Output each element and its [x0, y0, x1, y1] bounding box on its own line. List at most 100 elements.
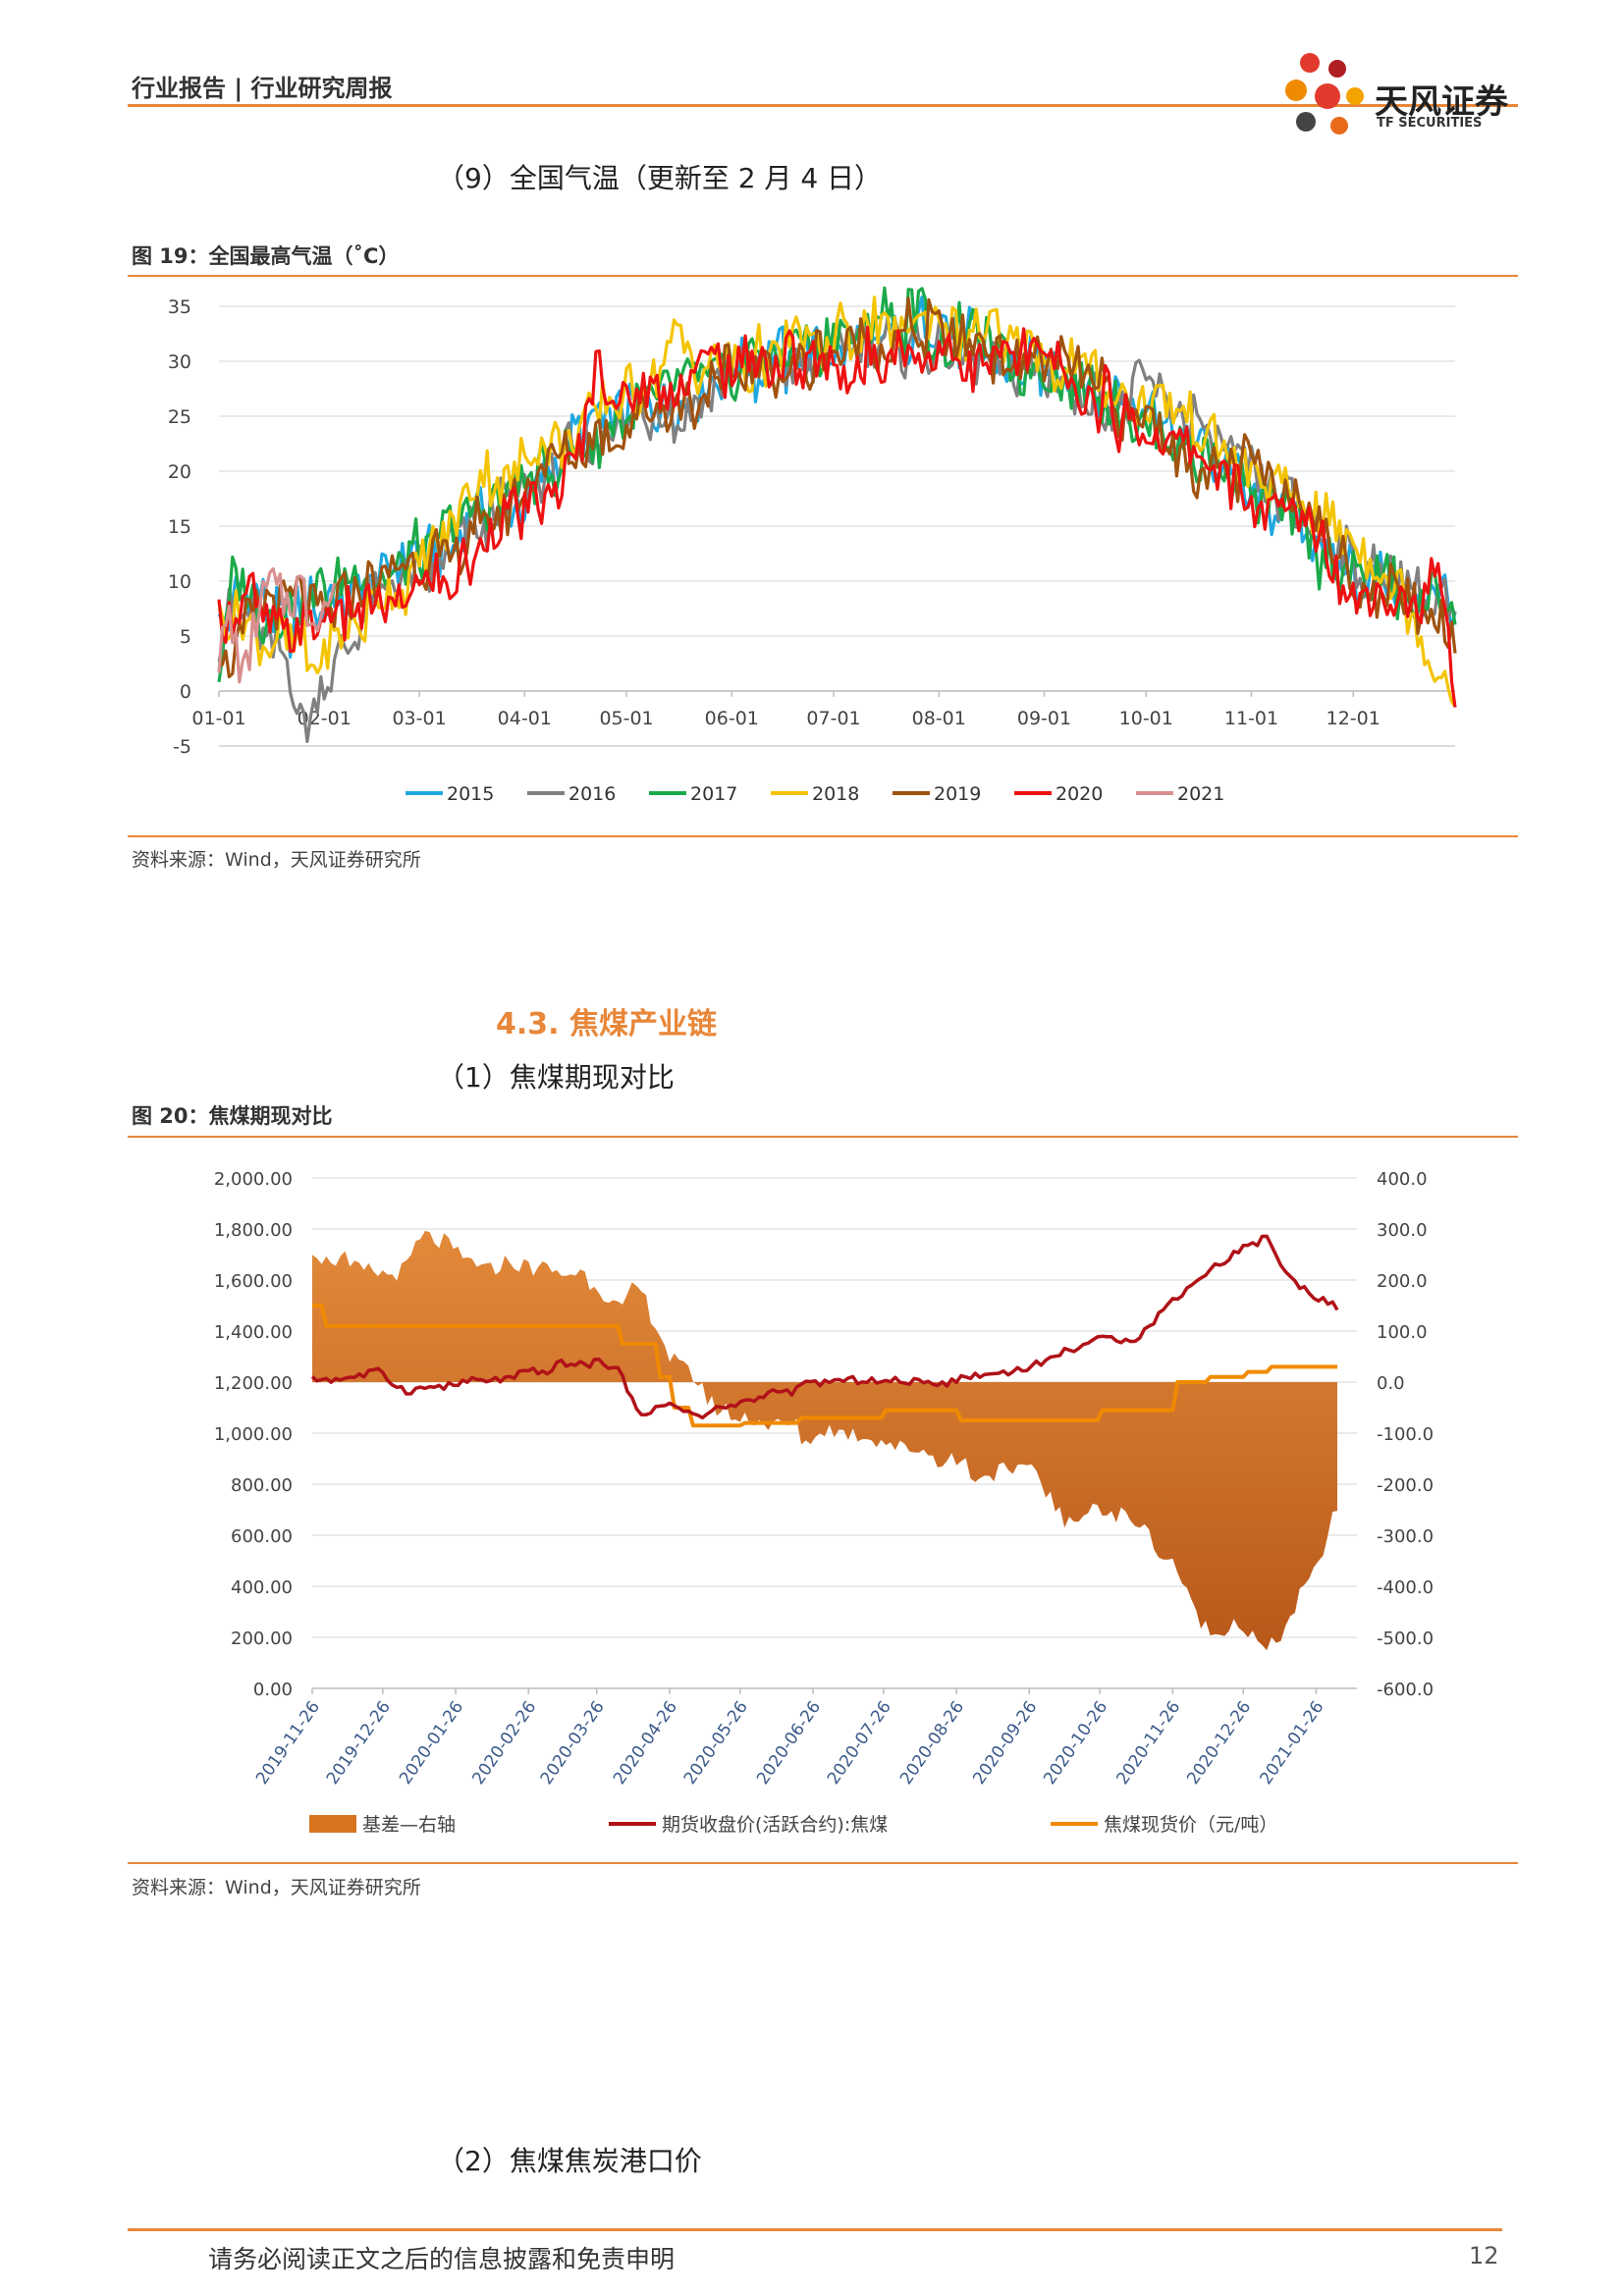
basis-area [312, 1230, 1337, 1651]
x-tick-label: 2020-08-26 [896, 1697, 968, 1788]
legend-label: 2016 [568, 783, 616, 805]
x-tick-label: 2020-02-26 [468, 1697, 540, 1788]
coking-coal-futures-spot-chart: 2,000.00 1,800.00 1,600.00 1,400.00 1,200.00… [214, 1169, 1434, 1836]
footer-divider [128, 2228, 1502, 2231]
y-left-tick-label: 800.00 [231, 1475, 293, 1496]
x-tick-label: 10-01 [1119, 708, 1173, 729]
section-title: 4.3. 焦煤产业链 [496, 1007, 717, 1041]
y-right-tick-label: 200.0 [1377, 1271, 1428, 1292]
y-tick-label: 15 [168, 516, 191, 538]
y-left-tick-label: 1,000.00 [214, 1424, 293, 1445]
x-tick-label: 2020-03-26 [537, 1697, 609, 1788]
y-left-tick-label: 600.00 [231, 1526, 293, 1547]
logo-english-name: TF SECURITIES [1377, 116, 1483, 131]
y-right-tick-label: 100.0 [1377, 1322, 1428, 1343]
x-tick-label: 2020-07-26 [824, 1697, 895, 1788]
x-tick-label: 2020-01-26 [396, 1697, 467, 1788]
y-tick-label: -5 [173, 736, 191, 758]
company-logo: 天风证券 TF SECURITIES [1276, 47, 1532, 141]
spot-price-line [312, 1304, 1337, 1428]
y-right-tick-label: 300.0 [1377, 1220, 1428, 1241]
x-tick-label: 2020-12-26 [1183, 1697, 1255, 1788]
x-tick-label: 2019-12-26 [323, 1697, 395, 1788]
footer-disclaimer: 请务必阅读正文之后的信息披露和免责申明 [208, 2245, 676, 2273]
y-right-tick-label: 0.0 [1377, 1373, 1405, 1394]
subsection-port-price-heading: （2）焦煤焦炭港口价 [437, 2145, 702, 2177]
figure-20-bottom-rule [128, 1862, 1518, 1864]
figure-19-top-rule [128, 275, 1518, 277]
y-left-tick-label: 1,800.00 [214, 1220, 293, 1241]
x-tick-label: 01-01 [191, 708, 245, 729]
figure-20-top-rule [128, 1136, 1518, 1138]
legend-label: 基差—右轴 [362, 1814, 456, 1836]
x-tick-label: 11-01 [1224, 708, 1278, 729]
figure-19-title: 图 19：全国最高气温（˚C） [132, 244, 400, 268]
report-header-title: 行业报告 | 行业研究周报 [132, 75, 393, 102]
y-tick-label: 0 [180, 681, 191, 703]
y-tick-label: 35 [168, 296, 191, 318]
figure-20-source: 资料来源：Wind，天风证券研究所 [132, 1877, 421, 1898]
legend: 基差—右轴 期货收盘价(活跃合约):焦煤 焦煤现货价（元/吨） [309, 1814, 1277, 1836]
y-left-tick-label: 0.00 [253, 1680, 293, 1700]
series-line-2018 [217, 295, 1457, 708]
x-tick-label: 2020-09-26 [969, 1697, 1041, 1788]
legend: 2015 2016 2017 2018 2019 2020 2021 [406, 783, 1224, 805]
legend-swatch-basis [309, 1815, 356, 1833]
x-tick-label: 2020-05-26 [680, 1697, 752, 1788]
figure-19-source: 资料来源：Wind，天风证券研究所 [132, 849, 421, 871]
y-tick-label: 30 [168, 351, 191, 373]
y-tick-label: 5 [180, 626, 191, 648]
futures-price-line [310, 1234, 1339, 1420]
y-left-tick-label: 1,200.00 [214, 1373, 293, 1394]
y-left-tick-label: 400.00 [231, 1577, 293, 1598]
subsection-futures-spot-heading: （1）焦煤期现对比 [437, 1061, 675, 1094]
series-line-2021 [217, 566, 337, 684]
x-tick-label: 2019-11-26 [252, 1697, 324, 1788]
x-tick-label: 08-01 [912, 708, 966, 729]
y-right-tick-label: -500.0 [1377, 1629, 1434, 1649]
page-number: 12 [1469, 2242, 1499, 2269]
figure-20-title: 图 20：焦煤期现对比 [132, 1104, 333, 1128]
y-left-tick-label: 1,600.00 [214, 1271, 293, 1292]
x-tick-label: 04-01 [498, 708, 552, 729]
x-tick-label: 03-01 [392, 708, 446, 729]
legend-label: 2018 [812, 783, 859, 805]
x-tick-label: 2021-01-26 [1256, 1697, 1327, 1788]
header-divider [128, 104, 1518, 107]
legend-label: 焦煤现货价（元/吨） [1104, 1814, 1277, 1836]
legend-label: 期货收盘价(活跃合约):焦煤 [662, 1814, 888, 1836]
y-right-tick-label: -400.0 [1377, 1577, 1434, 1598]
y-right-tick-label: -300.0 [1377, 1526, 1434, 1547]
series-line-2019 [218, 296, 1457, 679]
legend-label: 2017 [690, 783, 737, 805]
x-tick-label: 2020-10-26 [1040, 1697, 1111, 1788]
legend-label: 2021 [1177, 783, 1224, 805]
x-tick-label: 09-01 [1017, 708, 1071, 729]
legend-label: 2019 [934, 783, 981, 805]
series-line-2020 [217, 325, 1457, 708]
x-tick-label: 2020-06-26 [753, 1697, 825, 1788]
subsection-temperature-heading: （9）全国气温（更新至 2 月 4 日） [437, 162, 883, 194]
y-tick-label: 20 [168, 461, 191, 483]
x-tick-label: 05-01 [599, 708, 653, 729]
y-right-tick-label: 400.0 [1377, 1169, 1428, 1190]
x-tick-label: 2020-04-26 [610, 1697, 681, 1788]
y-right-tick-label: -200.0 [1377, 1475, 1434, 1496]
y-tick-label: 25 [168, 406, 191, 428]
x-tick-label: 2020-11-26 [1112, 1697, 1184, 1788]
legend-label: 2020 [1056, 783, 1103, 805]
y-left-tick-label: 2,000.00 [214, 1169, 293, 1190]
figure-19-bottom-rule [128, 835, 1518, 837]
y-left-tick-label: 1,400.00 [214, 1322, 293, 1343]
y-right-tick-label: -600.0 [1377, 1680, 1434, 1700]
x-tick-label: 06-01 [705, 708, 759, 729]
y-right-tick-label: -100.0 [1377, 1424, 1434, 1445]
logo-chinese-name: 天风证券 [1375, 82, 1508, 122]
legend-label: 2015 [447, 783, 494, 805]
y-tick-label: 10 [168, 571, 191, 593]
x-tick-label: 12-01 [1326, 708, 1380, 729]
y-left-tick-label: 200.00 [231, 1629, 293, 1649]
x-tick-label: 07-01 [806, 708, 860, 729]
flower-logo-icon [1285, 53, 1364, 134]
